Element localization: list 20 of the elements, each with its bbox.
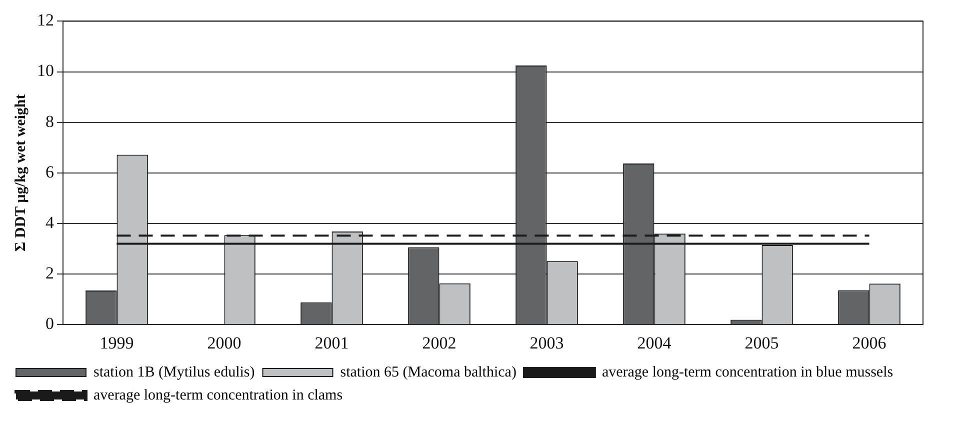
y-tick-label: 10: [37, 61, 54, 80]
legend-label: average long-term concentration in blue mussels: [602, 364, 894, 380]
x-tick-label: 2006: [852, 333, 886, 352]
y-tick-label: 0: [46, 314, 54, 334]
y-tick-label: 6: [46, 162, 54, 182]
x-tick-label: 1999: [100, 333, 134, 352]
x-tick-label: 2004: [637, 333, 672, 352]
x-tick-label: 2000: [207, 333, 242, 352]
y-tick-label: 12: [37, 10, 54, 30]
y-tick-label: 4: [46, 212, 54, 232]
x-tick-label: 2005: [744, 333, 779, 352]
y-tick-label: 2: [46, 264, 54, 282]
legend-label: station 1B (Mytilus edulis): [94, 364, 255, 380]
y-tick-label: 8: [46, 112, 54, 131]
legend-label: average long-term concentration in clams: [94, 387, 343, 404]
y-axis-title: Σ DDT µg/kg wet weight: [12, 94, 29, 252]
x-tick-label: 2002: [422, 333, 456, 352]
x-tick-label: 2003: [530, 333, 564, 352]
legend-label: station 65 (Macoma balthica): [340, 364, 516, 380]
x-tick-label: 2001: [314, 333, 349, 352]
